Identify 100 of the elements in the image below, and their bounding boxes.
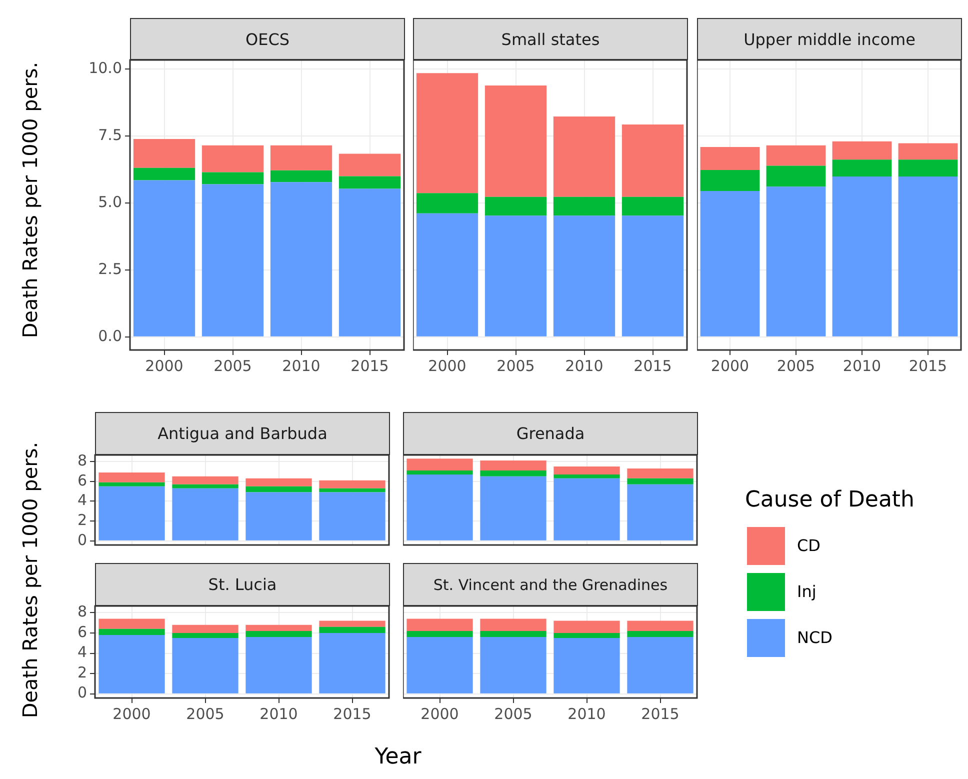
x-tick-label: 2005 [186,704,224,723]
y-tick-label: 4 [77,643,87,662]
bar [202,172,264,184]
bar [270,182,332,336]
x-tick-label: 2000 [420,704,459,723]
bar [627,630,694,638]
bar [554,474,620,478]
bar [484,196,547,216]
bar [627,637,694,694]
y-tick-label: 10.0 [88,58,122,77]
bar [406,458,473,470]
bar [270,145,332,170]
y-tick-label: 6 [77,471,87,490]
bar [766,186,826,336]
x-tick-label: 2015 [641,704,680,723]
bar [416,193,478,214]
bar [898,160,958,176]
bar [700,190,760,336]
bar [554,638,620,694]
bar [202,145,264,172]
x-tick-label: 2015 [634,356,672,375]
bar [319,488,386,492]
bar [172,624,238,633]
bar [270,170,332,182]
bar [133,138,196,168]
x-tick-label: 2005 [494,704,532,723]
bar [898,176,958,336]
bar [246,486,312,492]
chart-title: Small states [501,30,600,48]
bar [319,632,386,694]
x-tick-label: 2000 [112,704,151,723]
y-tick-label: 2 [77,663,87,682]
y-tick-label: 0 [77,530,87,549]
bar [553,196,616,216]
bar [133,180,196,336]
bar [172,484,238,488]
bar [898,143,958,160]
x-tick-label: 2000 [428,356,466,375]
bar [246,630,312,638]
x-tick-label: 2010 [565,356,604,375]
bar [700,170,760,191]
bar [98,628,165,636]
bar [622,196,684,216]
y-tick-label: 2 [77,510,87,529]
bar [627,620,694,631]
bar [338,154,401,176]
bar [172,632,238,638]
bar [766,145,826,166]
x-tick-label: 2005 [214,356,252,375]
legend-label: NCD [797,628,832,648]
bar [627,478,694,484]
bar [554,620,620,633]
bar [98,486,165,540]
bar [406,470,473,474]
bar [832,176,892,336]
y-tick-label: 8 [77,602,87,621]
bar [98,472,165,482]
bar [766,166,826,187]
x-tick-label: 2005 [776,356,816,375]
bar [480,460,546,470]
bar [554,466,620,474]
bar [622,124,684,197]
bar [406,637,473,694]
x-tick-label: 2010 [260,704,298,723]
bar [480,476,546,540]
bar [484,85,547,197]
y-tick-label: 8 [77,451,87,470]
y-tick-label: 0 [77,684,87,702]
bar [98,618,165,629]
x-tick-label: 2015 [908,356,948,375]
bar [202,184,264,336]
y-tick-label: 5.0 [98,192,122,211]
bar [319,480,386,488]
bar [319,626,386,633]
x-axis-title: Year [374,744,422,770]
legend-title: Cause of Death [745,488,915,513]
bar [338,176,401,189]
bar [416,213,478,336]
chart-title: Upper middle income [744,30,916,48]
bar [554,478,620,540]
chart-title: Antigua and Barbuda [158,424,328,443]
chart-title: St. Lucia [208,575,277,594]
bar [416,73,478,194]
y-tick-label: 2.5 [98,260,122,278]
bar [480,470,546,476]
y-axis-title: Death Rates per 1000 pers. [18,62,42,338]
bar [319,620,386,627]
bar [133,168,196,180]
bar [246,624,312,631]
x-tick-label: 2000 [710,356,750,375]
bar [406,618,473,631]
bar [832,160,892,176]
bar [98,482,165,486]
bar [98,635,165,694]
x-tick-label: 2000 [145,356,184,375]
bar [484,216,547,336]
chart-title: Grenada [516,424,585,443]
bar [553,216,616,336]
x-tick-label: 2010 [842,356,882,375]
legend-label: CD [797,536,820,556]
